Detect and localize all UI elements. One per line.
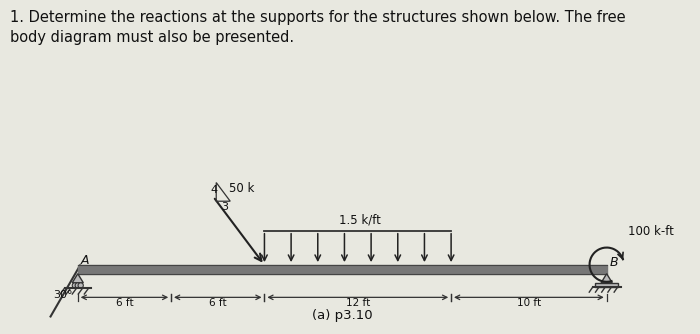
Text: 6 ft: 6 ft (209, 298, 227, 308)
Text: 3: 3 (221, 202, 228, 212)
Text: 12 ft: 12 ft (346, 298, 370, 308)
Text: 30°: 30° (54, 290, 74, 300)
Circle shape (78, 283, 83, 288)
Circle shape (75, 283, 80, 288)
Text: 6 ft: 6 ft (116, 298, 133, 308)
Text: B: B (610, 256, 619, 269)
Text: (a) p3.10: (a) p3.10 (312, 309, 372, 322)
Text: 1. Determine the reactions at the supports for the structures shown below. The f: 1. Determine the reactions at the suppor… (10, 10, 626, 45)
Bar (595, 283, 618, 287)
Circle shape (72, 283, 78, 288)
Text: 10 ft: 10 ft (517, 298, 541, 308)
Text: 50 k: 50 k (229, 182, 254, 195)
Text: 1.5 k/ft: 1.5 k/ft (339, 214, 381, 227)
Text: A: A (80, 254, 89, 267)
Text: 4: 4 (211, 185, 218, 195)
Polygon shape (601, 274, 612, 283)
Text: 100 k-ft: 100 k-ft (628, 225, 673, 238)
Polygon shape (72, 274, 83, 283)
